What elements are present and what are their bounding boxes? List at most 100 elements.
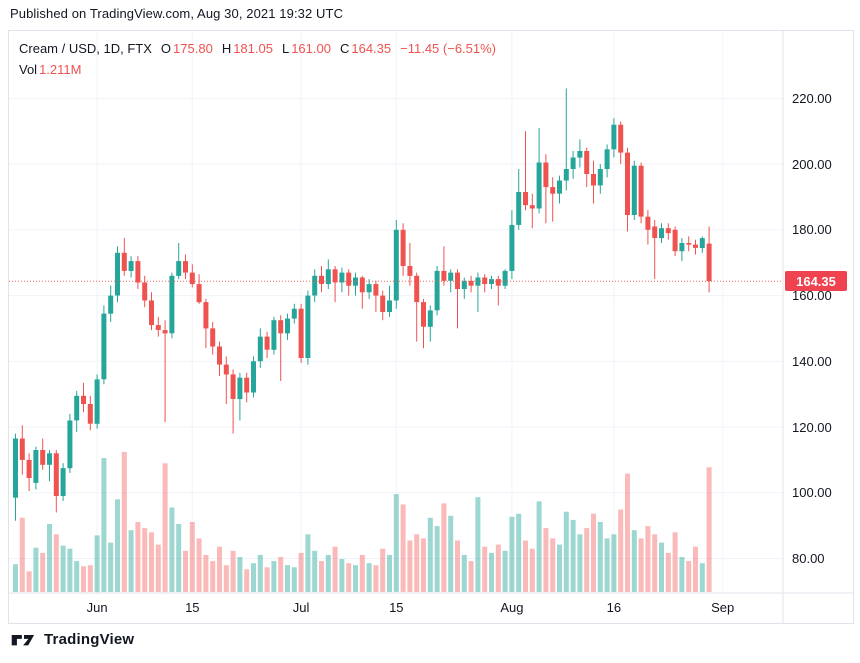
chart-panel: Cream / USD, 1D, FTX O 175.80 H 181.05 L 161.0… bbox=[8, 30, 854, 624]
candle bbox=[591, 160, 596, 204]
ohlc-close: C 164.35 bbox=[339, 41, 392, 56]
volume-bar bbox=[645, 526, 651, 592]
volume-bar bbox=[332, 546, 338, 592]
candle bbox=[121, 238, 127, 276]
volume-bar bbox=[196, 538, 202, 592]
price-axis-label: 100.00 bbox=[792, 485, 832, 501]
volume-bar bbox=[26, 571, 32, 592]
candle bbox=[421, 298, 426, 349]
candle bbox=[550, 177, 556, 222]
volume-bar bbox=[128, 530, 134, 592]
open-value: 175.80 bbox=[173, 41, 213, 56]
time-axis-label: 15 bbox=[185, 600, 200, 615]
volume-bar bbox=[169, 507, 175, 592]
volume-bar bbox=[285, 565, 290, 592]
candle bbox=[291, 303, 297, 324]
candle bbox=[305, 290, 311, 365]
volume-bar bbox=[523, 540, 528, 592]
candle bbox=[339, 267, 345, 293]
candle bbox=[40, 438, 46, 470]
candle bbox=[237, 372, 243, 421]
tradingview-brand[interactable]: TradingView bbox=[44, 631, 135, 648]
volume-bar bbox=[516, 513, 522, 592]
candle bbox=[67, 413, 73, 473]
candle bbox=[101, 305, 107, 385]
volume-bar bbox=[19, 517, 25, 592]
symbol-title: Cream / USD, 1D, FTX bbox=[19, 41, 152, 56]
volume-bar bbox=[482, 546, 488, 592]
volume-bar bbox=[312, 550, 318, 592]
volume-bar bbox=[441, 503, 447, 592]
volume-bar bbox=[251, 563, 256, 592]
volume-bar bbox=[509, 516, 515, 592]
volume-bar bbox=[339, 559, 345, 592]
candle bbox=[489, 275, 494, 289]
candle bbox=[570, 151, 576, 179]
candle bbox=[502, 269, 508, 289]
time-axis[interactable]: Jun 15 Jul 15 Aug 16 Sep bbox=[9, 593, 783, 623]
volume-bar bbox=[393, 494, 399, 592]
volume-bar bbox=[257, 554, 263, 592]
candle bbox=[257, 328, 263, 368]
candle bbox=[169, 272, 175, 339]
volume-bar bbox=[319, 561, 324, 592]
candle bbox=[278, 315, 284, 381]
candle bbox=[264, 331, 270, 358]
candle bbox=[271, 316, 277, 355]
high-value: 181.05 bbox=[233, 41, 273, 56]
candle bbox=[244, 372, 250, 403]
volume-bar bbox=[706, 467, 712, 592]
candle bbox=[183, 254, 188, 280]
candle bbox=[53, 450, 59, 513]
price-axis[interactable]: 220.00 200.00 180.00 160.00 140.00 120.00 100.… bbox=[783, 31, 853, 623]
candle bbox=[26, 453, 32, 492]
volume-bar bbox=[108, 542, 114, 592]
volume-bar bbox=[74, 561, 80, 592]
candlestick-chart[interactable] bbox=[9, 31, 853, 623]
candle bbox=[346, 269, 352, 296]
volume-bar bbox=[591, 513, 596, 592]
candle bbox=[686, 236, 692, 252]
volume-bar bbox=[618, 509, 624, 592]
candle bbox=[516, 169, 522, 230]
candle bbox=[325, 259, 331, 289]
volume-bar bbox=[693, 546, 698, 592]
volume-bar bbox=[584, 528, 590, 592]
tradingview-logo-icon[interactable] bbox=[11, 632, 37, 648]
volume-bar bbox=[604, 538, 610, 592]
volume-bar bbox=[461, 554, 467, 592]
candles bbox=[13, 88, 712, 521]
volume-bar bbox=[47, 524, 52, 592]
candle bbox=[693, 239, 698, 255]
candle bbox=[407, 243, 413, 286]
candle bbox=[441, 246, 447, 286]
legend-line-2: Vol 1.211M bbox=[19, 59, 496, 80]
candle bbox=[81, 382, 86, 413]
last-price-badge: 164.35 bbox=[785, 271, 847, 292]
volume-bar bbox=[33, 547, 39, 592]
candle bbox=[625, 147, 630, 232]
volume-bar bbox=[94, 535, 100, 593]
candle bbox=[149, 292, 154, 331]
candle bbox=[495, 275, 501, 306]
volume-bar bbox=[305, 534, 311, 592]
price-axis-label: 200.00 bbox=[792, 156, 832, 172]
volume-bar bbox=[87, 565, 93, 592]
volume-bar bbox=[421, 538, 426, 592]
volume-bar bbox=[298, 552, 304, 592]
volume-bar bbox=[679, 557, 685, 592]
legend-line-1: Cream / USD, 1D, FTX O 175.80 H 181.05 L 161.0… bbox=[19, 38, 496, 59]
volume-bar bbox=[557, 544, 562, 592]
candle bbox=[434, 266, 440, 316]
volume-bar bbox=[155, 544, 161, 592]
candle bbox=[509, 210, 515, 280]
volume-bar bbox=[115, 499, 120, 592]
price-axis-label: 140.00 bbox=[792, 353, 832, 369]
volume-bar bbox=[502, 550, 508, 592]
volume-bar bbox=[121, 451, 127, 592]
candle bbox=[319, 266, 324, 293]
volume-bar bbox=[577, 534, 583, 592]
volume-bar bbox=[162, 463, 168, 593]
volume-bar bbox=[325, 554, 331, 592]
candle bbox=[631, 160, 637, 220]
